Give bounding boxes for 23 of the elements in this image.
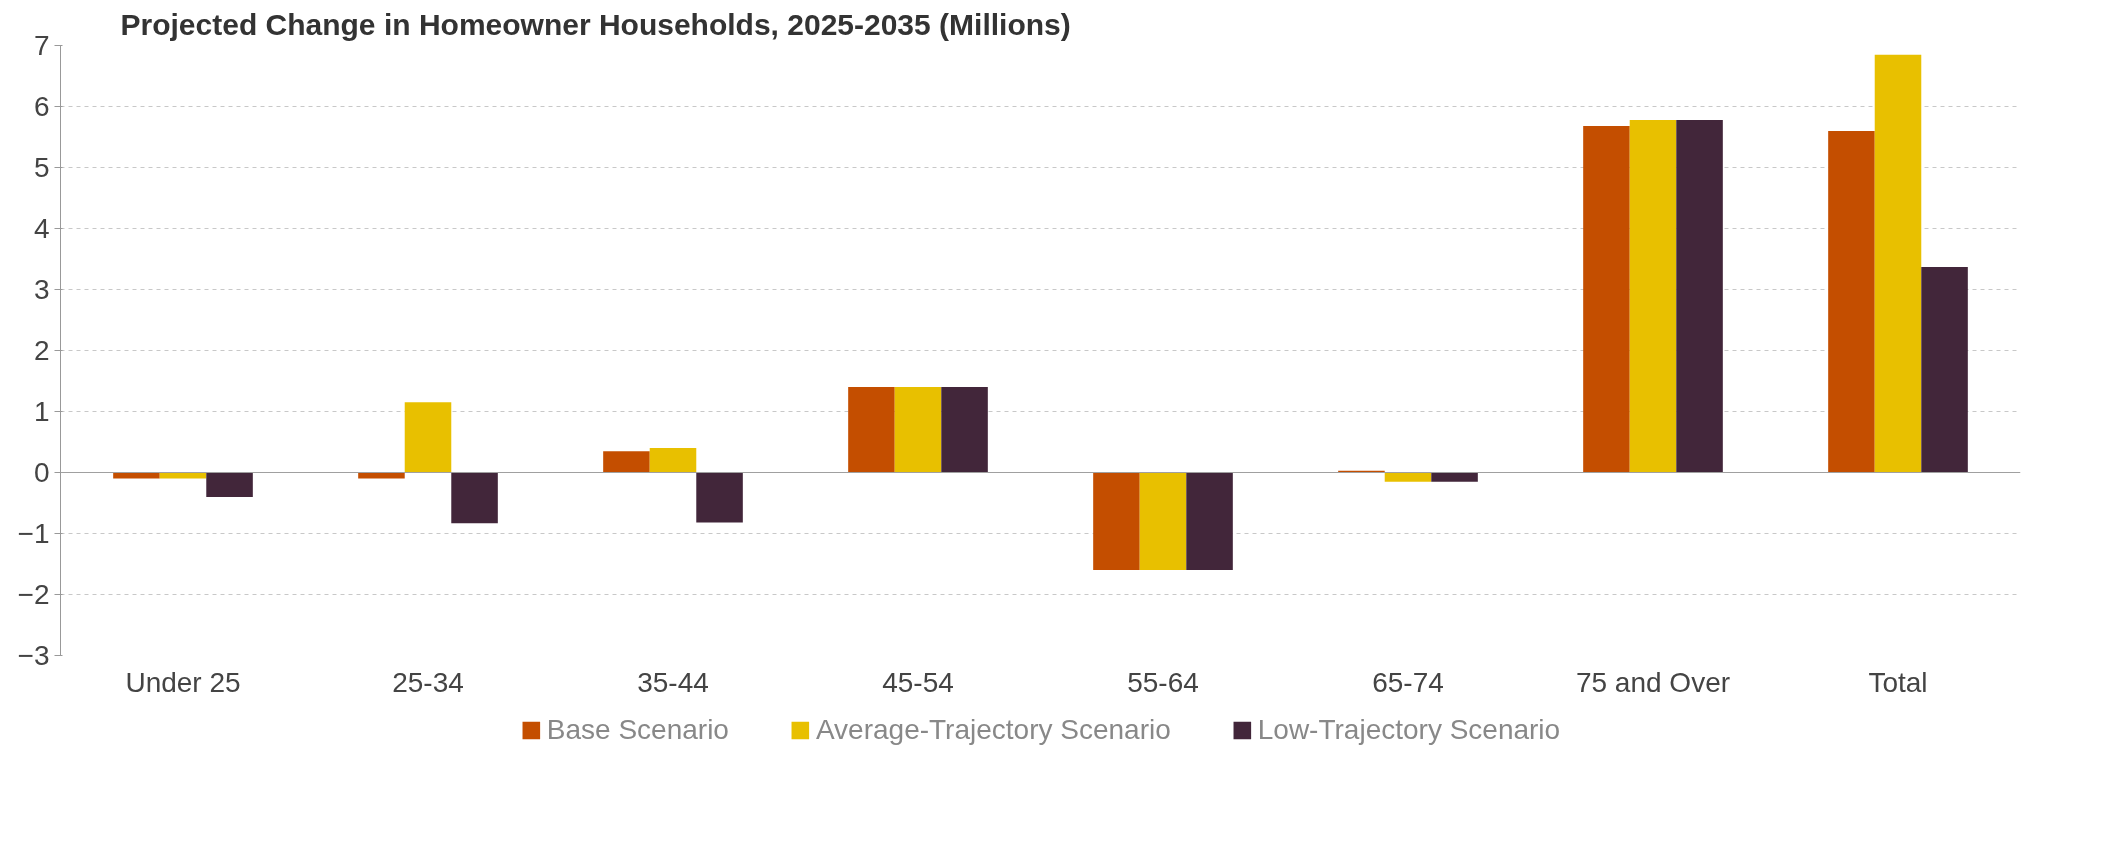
y-tick-label: −1 [17, 518, 50, 549]
y-tick-label: 2 [33, 335, 50, 366]
x-tick-label: 55-64 [1127, 666, 1199, 698]
y-tick-label: 5 [33, 152, 50, 183]
legend-label: Low-Trajectory Scenario [1257, 714, 1561, 746]
y-tick-label: 6 [33, 91, 50, 122]
y-tick-label: −2 [17, 579, 50, 610]
x-tick-label: 75 and Over [1575, 666, 1731, 698]
y-tick-label: 4 [33, 213, 50, 244]
y-tick-label: 0 [33, 457, 50, 488]
y-tick-label: 7 [33, 30, 50, 61]
x-tick-label: Under 25 [125, 666, 241, 698]
legend-label: Average-Trajectory Scenario [815, 714, 1171, 746]
y-tick-label: 1 [33, 396, 50, 427]
x-tick-label: 35-44 [637, 666, 709, 698]
chart-title: Projected Change in Homeowner Households, 2025-2035 (Millions) [120, 7, 1071, 41]
y-tick-label: −3 [17, 640, 50, 671]
legend-label: Base Scenario [546, 714, 729, 746]
x-tick-label: 45-54 [882, 666, 954, 698]
x-tick-label: 65-74 [1372, 666, 1444, 698]
x-tick-label: 25-34 [392, 666, 464, 698]
x-tick-label: Total [1868, 666, 1928, 698]
y-tick-label: 3 [33, 274, 50, 305]
